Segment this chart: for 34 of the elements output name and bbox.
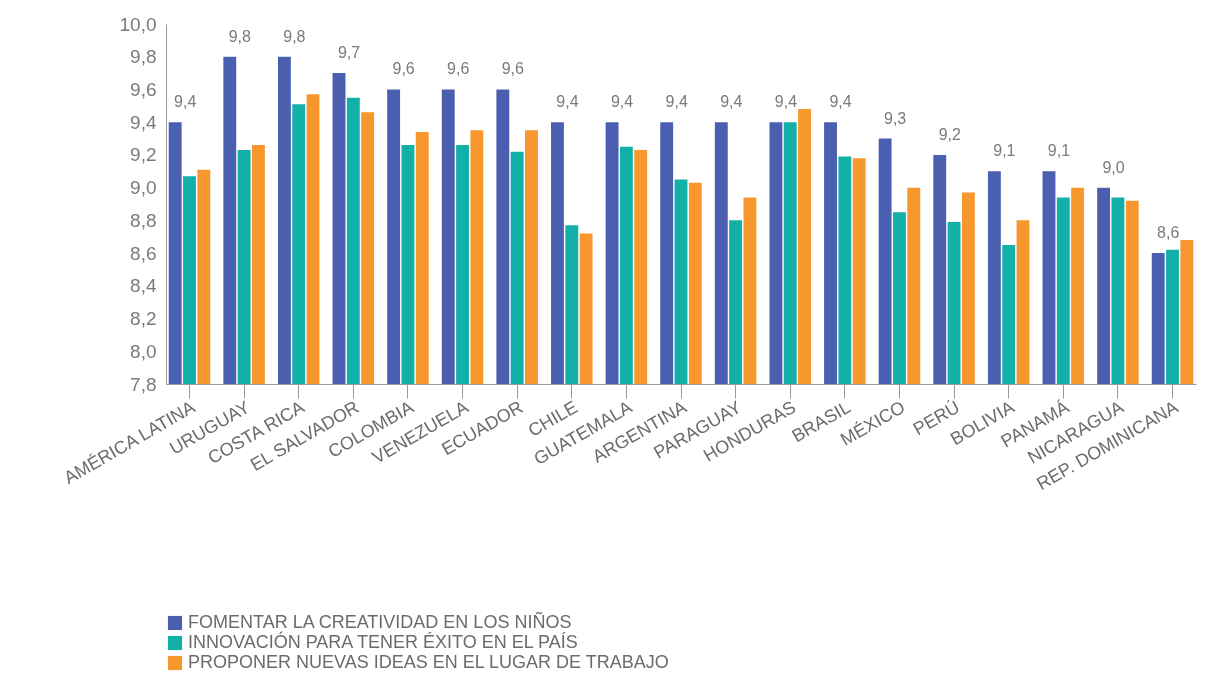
data-label: 9,4 [829,93,852,111]
y-tick-label: 8,2 [130,308,157,330]
data-label: 9,4 [174,93,197,111]
data-label: 9,4 [665,93,688,111]
y-tick-label: 8,4 [130,275,157,297]
data-label: 9,0 [1102,158,1125,176]
legend-label: INNOVACIÓN PARA TENER ÉXITO EN EL PAÍS [188,631,578,652]
data-label: 9,4 [720,93,743,111]
y-tick-label: 9,6 [130,78,157,100]
data-label: 8,6 [1157,224,1180,242]
y-tick-label: 9,4 [130,111,157,133]
data-label: 9,6 [501,60,525,78]
y-tick-label: 9,2 [130,144,157,166]
y-tick-label: 9,8 [130,46,157,68]
data-label: 9,2 [938,125,961,143]
y-tick-label: 8,8 [130,209,157,231]
data-label: 9,3 [884,109,907,127]
data-label: 9,6 [447,60,470,78]
y-tick-label: 8,6 [130,242,157,264]
data-label: 9,1 [993,142,1016,160]
data-label: 9,8 [283,27,306,45]
data-label: 9,7 [337,44,361,62]
data-label: 9,4 [556,93,579,111]
y-tick-label: 9,0 [130,177,157,199]
data-label: 9,1 [1047,142,1071,160]
data-label: 9,4 [774,93,798,111]
legend-label: FOMENTAR LA CREATIVIDAD EN LOS NIÑOS [188,611,572,632]
data-label: 9,6 [392,60,415,78]
y-tick-label: 10,0 [119,13,157,35]
legend-label: PROPONER NUEVAS IDEAS EN EL LUGAR DE TRABAJO [188,652,669,672]
data-label: 9,4 [610,93,634,111]
data-label: 9,8 [228,27,251,45]
y-tick-label: 8,0 [130,340,157,362]
y-tick-label: 7,8 [130,373,157,395]
